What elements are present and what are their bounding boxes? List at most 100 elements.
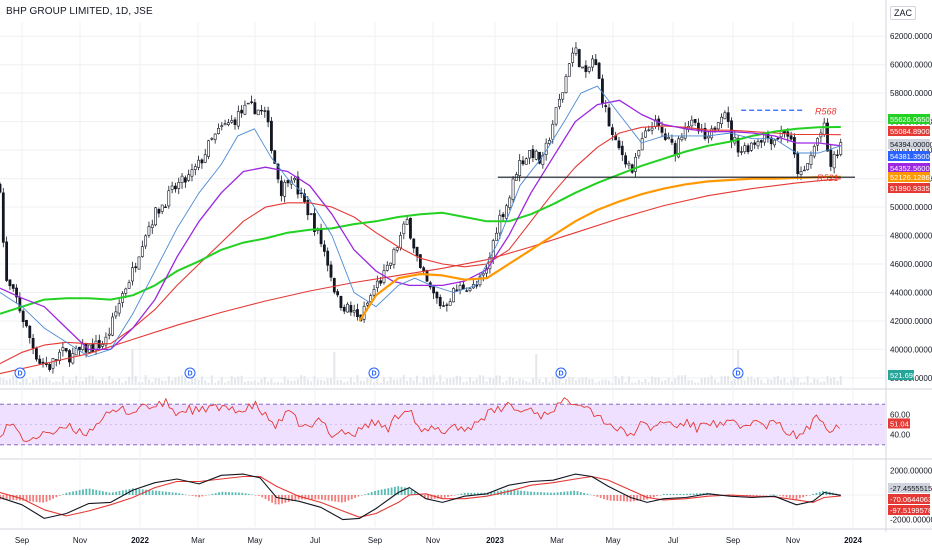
candle bbox=[150, 219, 154, 234]
volume-bar bbox=[389, 376, 392, 385]
volume-bar bbox=[760, 379, 763, 385]
macd-histogram-bar bbox=[350, 495, 353, 500]
candle bbox=[617, 136, 621, 151]
candle bbox=[385, 261, 389, 272]
candle-body bbox=[154, 207, 157, 226]
volume-bar bbox=[720, 376, 723, 385]
candle-body bbox=[720, 116, 723, 125]
macd-histogram-bar bbox=[423, 495, 426, 499]
dividend-marker[interactable] bbox=[14, 367, 26, 379]
candle bbox=[256, 109, 260, 116]
candle bbox=[226, 118, 230, 127]
volume-bar bbox=[829, 378, 832, 385]
candle bbox=[591, 55, 594, 72]
candle-body bbox=[131, 267, 134, 282]
candle-body bbox=[753, 142, 757, 145]
volume-bar bbox=[131, 349, 134, 385]
symbol-title[interactable]: BHP GROUP LIMITED, 1D, JSE bbox=[6, 6, 153, 17]
volume-bar bbox=[435, 381, 438, 385]
macd-histogram-bar bbox=[267, 495, 270, 501]
candle bbox=[749, 142, 753, 152]
volume-bar bbox=[816, 379, 819, 385]
candle bbox=[71, 347, 75, 365]
macd-histogram-bar bbox=[413, 492, 416, 495]
macd-histogram-bar bbox=[470, 492, 473, 495]
volume-bar bbox=[386, 381, 389, 385]
volume-bar bbox=[422, 376, 425, 385]
currency-badge[interactable]: ZAC bbox=[890, 6, 916, 20]
volume-bar bbox=[578, 378, 581, 385]
volume-bar bbox=[406, 380, 409, 385]
candle bbox=[147, 221, 151, 238]
volume-bar bbox=[521, 379, 524, 385]
macd-histogram-bar bbox=[201, 495, 204, 497]
macd-histogram-bar bbox=[42, 495, 45, 503]
candle-body bbox=[306, 200, 310, 216]
candle-body bbox=[127, 282, 131, 289]
candle bbox=[538, 151, 541, 165]
macd-histogram-bar bbox=[679, 493, 682, 495]
candle-body bbox=[693, 119, 697, 123]
macd-histogram-bar bbox=[257, 495, 260, 496]
candle bbox=[309, 213, 313, 216]
candle bbox=[329, 261, 333, 282]
macd-histogram-bar bbox=[234, 492, 237, 495]
candle-body bbox=[677, 138, 680, 158]
macd-pane[interactable] bbox=[0, 473, 885, 521]
dividend-marker[interactable] bbox=[184, 367, 196, 379]
macd-histogram-bar bbox=[145, 489, 147, 495]
macd-histogram-bar bbox=[818, 491, 821, 495]
macd-histogram-bar bbox=[785, 495, 788, 498]
price-tick-label: 40000.0000000 bbox=[890, 345, 932, 354]
rsi-pane[interactable] bbox=[0, 397, 885, 446]
macd-histogram-bar bbox=[672, 493, 675, 495]
candle bbox=[293, 176, 296, 183]
macd-histogram-bar bbox=[377, 490, 380, 495]
candle-body bbox=[144, 235, 148, 247]
candle bbox=[21, 309, 25, 328]
macd-histogram-bar bbox=[380, 489, 383, 495]
time-axis[interactable]: Sep Nov 2022 Mar May Jul Sep Nov 2023 Mar May Jul Se… bbox=[15, 536, 863, 545]
dividend-marker[interactable] bbox=[732, 367, 744, 379]
macd-histogram-bar bbox=[788, 495, 791, 498]
macd-histogram-bar bbox=[569, 491, 572, 495]
candle-body bbox=[468, 288, 472, 291]
candle-body bbox=[134, 266, 138, 269]
candle-body bbox=[372, 289, 376, 296]
volume-bar bbox=[826, 375, 829, 385]
candle-body bbox=[458, 285, 462, 291]
dividend-marker-label: D bbox=[735, 371, 740, 378]
volume-bar bbox=[260, 378, 263, 385]
macd-histogram-bar bbox=[563, 491, 566, 495]
candle-body bbox=[802, 169, 806, 172]
candle bbox=[197, 155, 201, 171]
candle bbox=[104, 332, 108, 348]
candle-body bbox=[584, 65, 588, 73]
candle bbox=[187, 169, 191, 182]
macd-histogram-bar bbox=[384, 488, 386, 495]
candle bbox=[356, 303, 359, 321]
volume-bar bbox=[257, 382, 260, 385]
macd-histogram-bar bbox=[772, 494, 775, 496]
dividend-marker[interactable] bbox=[368, 367, 380, 379]
volume-bar bbox=[392, 379, 395, 385]
candle bbox=[402, 221, 406, 240]
candle bbox=[574, 42, 578, 56]
dividend-marker[interactable] bbox=[555, 367, 567, 379]
rsi-band bbox=[0, 404, 885, 445]
candle-body bbox=[740, 151, 743, 153]
candle-body bbox=[346, 303, 349, 313]
candle-body bbox=[581, 66, 584, 69]
candle-body bbox=[481, 273, 485, 276]
volume-tag bbox=[888, 370, 914, 380]
volume-bar bbox=[217, 380, 220, 385]
volume-bar bbox=[22, 378, 25, 385]
volume-bar bbox=[670, 381, 673, 385]
candle bbox=[683, 122, 687, 141]
price-pane[interactable]: R521 R568 D D D D D bbox=[0, 42, 855, 385]
macd-histogram-bar bbox=[692, 493, 695, 495]
volume-bar bbox=[806, 376, 809, 385]
candle bbox=[505, 203, 508, 221]
candle bbox=[260, 104, 263, 115]
